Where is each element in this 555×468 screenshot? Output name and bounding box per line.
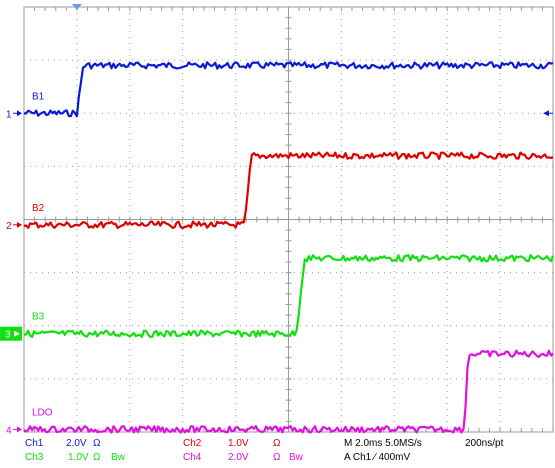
channel-readout: Ch1 2.0V Ω Ch2 1.0V Ω M 2.0ms 5.0MS/s 200ns/pt C… [25,438,504,463]
channel-marker-ch2: 2 [6,221,12,232]
readout-item: Ch1 [25,438,44,449]
channel-marker-ch4: 4 [6,425,12,436]
arrow-right-icon [14,330,20,337]
readout-item: 1.0V [68,452,89,463]
trace-ch1 [23,61,554,118]
waveform-traces: B1 B2 B3 LDO [23,61,555,434]
readout-item: Bw [289,452,304,463]
arrow-right-icon [17,221,22,228]
trace-label-ch2: B2 [32,203,45,214]
trace-ch4 [23,349,554,434]
trace-ch3 [23,254,555,338]
channel-marker-ch3: 3 [5,330,11,341]
readout-item: 200ns/pt [465,438,504,449]
readout-item: Ω [93,438,101,449]
trace-label-ch1: B1 [32,91,45,102]
arrow-left-icon [543,110,549,117]
trace-label-ch4: LDO [32,407,53,418]
arrow-right-icon [17,426,22,433]
readout-item: Ω [93,452,101,463]
arrow-right-icon [17,110,22,117]
readout-item: Ch3 [25,452,44,463]
readout-item: Ch4 [183,452,202,463]
triangle-down-icon [71,4,82,10]
trace-label-ch3: B3 [32,312,45,323]
channel-marker-ch1: 1 [6,109,12,120]
readout-item: Bw [111,452,126,463]
readout-item: 2.0V [66,438,87,449]
marker-box-ch3 [0,326,22,341]
readout-item: 2.0V [228,452,249,463]
readout-item: Ω [273,452,281,463]
readout-item: 1.0V [228,438,249,449]
readout-item: A Ch1 ⁄ 400mV [344,452,410,463]
channel-markers: 1 2 3 4 [0,4,553,436]
readout-item: M 2.0ms 5.0MS/s [344,438,422,449]
trace-ch2 [23,151,554,230]
readout-item: Ch2 [183,438,202,449]
readout-item: Ω [273,438,281,449]
